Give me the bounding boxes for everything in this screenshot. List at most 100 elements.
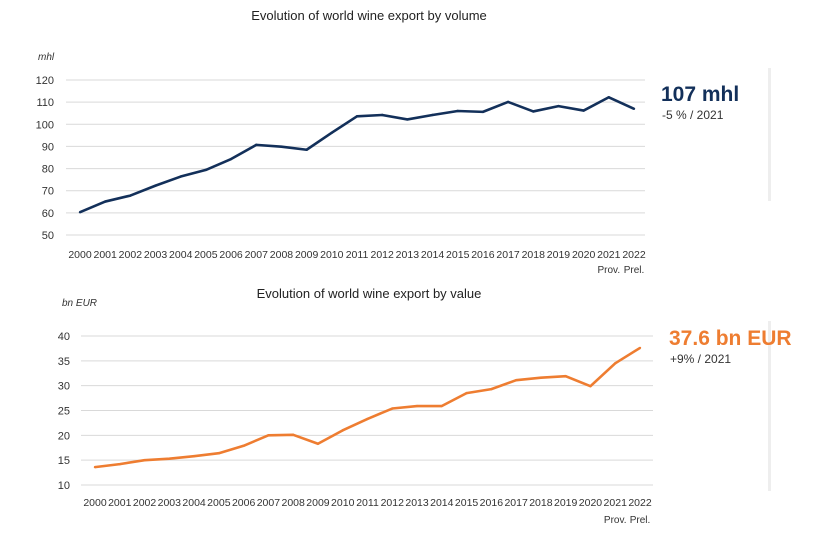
value-x-tick-label: 2016 <box>480 497 504 509</box>
volume-y-tick-label: 120 <box>36 75 54 87</box>
volume-data-point <box>456 109 459 113</box>
volume-data-point <box>78 210 82 214</box>
value-chart-title: Evolution of world wine export by value <box>257 286 482 301</box>
value-x-tick-label: 2014 <box>430 497 454 509</box>
volume-x-tick-label: 2021 <box>597 249 621 261</box>
volume-chart: Evolution of world wine export by volume… <box>36 8 740 276</box>
value-x-tick-label: 2004 <box>182 497 206 509</box>
volume-x-note: Prel. <box>624 265 645 276</box>
value-data-point <box>415 404 419 408</box>
volume-data-point <box>607 96 611 99</box>
volume-y-tick-label: 70 <box>42 186 54 198</box>
volume-callout-value: 107 mhl <box>661 83 739 106</box>
value-data-point <box>638 346 642 350</box>
volume-x-tick-label: 2009 <box>295 249 319 261</box>
value-callout-value: 37.6 bn EUR <box>669 327 792 350</box>
value-y-tick-label: 40 <box>58 331 70 343</box>
volume-data-point <box>204 168 208 172</box>
volume-x-tick-label: 2019 <box>547 249 571 261</box>
value-data-point <box>465 391 468 395</box>
volume-data-point <box>229 157 233 161</box>
volume-data-point <box>557 104 560 108</box>
value-x-tick-label: 2008 <box>282 497 306 509</box>
sidebar-strip-bottom <box>768 321 771 491</box>
value-x-note: Prel. <box>630 515 651 526</box>
volume-y-tick-label: 80 <box>42 164 54 176</box>
volume-data-point <box>431 113 434 117</box>
volume-data-point <box>506 100 510 104</box>
value-x-note: Prov. <box>604 515 627 526</box>
value-x-tick-label: 2010 <box>331 497 355 509</box>
sidebar-strip-top <box>768 68 771 201</box>
volume-data-point <box>305 148 308 151</box>
volume-x-tick-label: 2011 <box>346 249 369 261</box>
volume-x-tick-label: 2012 <box>371 249 395 261</box>
volume-x-tick-label: 2006 <box>219 249 243 261</box>
volume-data-point <box>280 145 283 148</box>
volume-data-point <box>406 118 409 121</box>
volume-x-tick-label: 2002 <box>119 249 143 261</box>
value-data-point <box>564 375 567 378</box>
value-x-tick-label: 2009 <box>306 497 330 509</box>
value-y-tick-label: 25 <box>58 406 70 418</box>
value-x-tick-label: 2002 <box>133 497 157 509</box>
value-x-tick-label: 2020 <box>579 497 603 509</box>
value-data-point <box>366 417 369 421</box>
volume-data-point <box>632 107 636 110</box>
value-x-tick-label: 2005 <box>207 497 231 509</box>
value-data-point <box>490 387 493 391</box>
volume-x-tick-label: 2010 <box>320 249 344 261</box>
volume-y-tick-label: 50 <box>42 230 54 242</box>
value-x-tick-label: 2000 <box>83 497 107 509</box>
value-chart: Evolution of world wine export by value … <box>58 286 792 526</box>
value-y-tick-label: 10 <box>58 480 70 492</box>
volume-x-tick-label: 2008 <box>270 249 294 261</box>
value-data-point <box>118 462 121 466</box>
volume-x-tick-label: 2016 <box>471 249 495 261</box>
value-x-tick-label: 2021 <box>604 497 628 509</box>
volume-callout-change: -5 % / 2021 <box>662 108 724 122</box>
value-data-point <box>267 434 270 437</box>
volume-x-tick-label: 2022 <box>622 249 646 261</box>
volume-data-point <box>330 131 334 134</box>
value-data-point <box>614 362 617 365</box>
value-y-tick-label: 30 <box>58 381 70 393</box>
volume-x-tick-label: 2003 <box>144 249 168 261</box>
volume-data-point <box>582 109 585 112</box>
volume-x-tick-label: 2018 <box>522 249 546 261</box>
value-x-tick-label: 2006 <box>232 497 256 509</box>
value-data-point <box>316 442 320 445</box>
volume-x-note: Prov. <box>598 265 621 276</box>
value-y-unit: bn EUR <box>62 298 97 309</box>
volume-x-tick-label: 2013 <box>396 249 420 261</box>
volume-data-point <box>129 194 132 197</box>
volume-data-point <box>532 110 535 113</box>
volume-x-tick-label: 2017 <box>496 249 520 261</box>
value-x-tick-label: 2018 <box>529 497 553 509</box>
value-x-tick-label: 2015 <box>455 497 479 509</box>
volume-data-point <box>179 175 182 178</box>
value-y-tick-label: 35 <box>58 356 70 368</box>
volume-y-tick-label: 100 <box>36 119 54 131</box>
volume-data-point <box>103 200 107 203</box>
volume-y-tick-label: 110 <box>36 97 54 109</box>
value-data-point <box>93 465 97 469</box>
volume-y-unit: mhl <box>38 52 55 63</box>
value-x-tick-label: 2019 <box>554 497 578 509</box>
value-data-point <box>217 452 221 455</box>
value-x-tick-label: 2013 <box>405 497 429 509</box>
value-x-tick-label: 2007 <box>257 497 281 509</box>
value-x-tick-label: 2012 <box>381 497 405 509</box>
volume-data-point <box>481 110 485 114</box>
volume-x-tick-label: 2020 <box>572 249 596 261</box>
volume-x-tick-label: 2001 <box>94 249 118 261</box>
value-data-point <box>192 454 196 458</box>
volume-x-tick-label: 2007 <box>245 249 269 261</box>
volume-data-point <box>154 184 157 187</box>
value-data-point <box>539 376 543 379</box>
value-series-line <box>94 346 641 469</box>
value-x-tick-label: 2022 <box>628 497 652 509</box>
volume-y-tick-label: 90 <box>42 141 54 153</box>
value-callout-change: +9% / 2021 <box>670 352 731 366</box>
